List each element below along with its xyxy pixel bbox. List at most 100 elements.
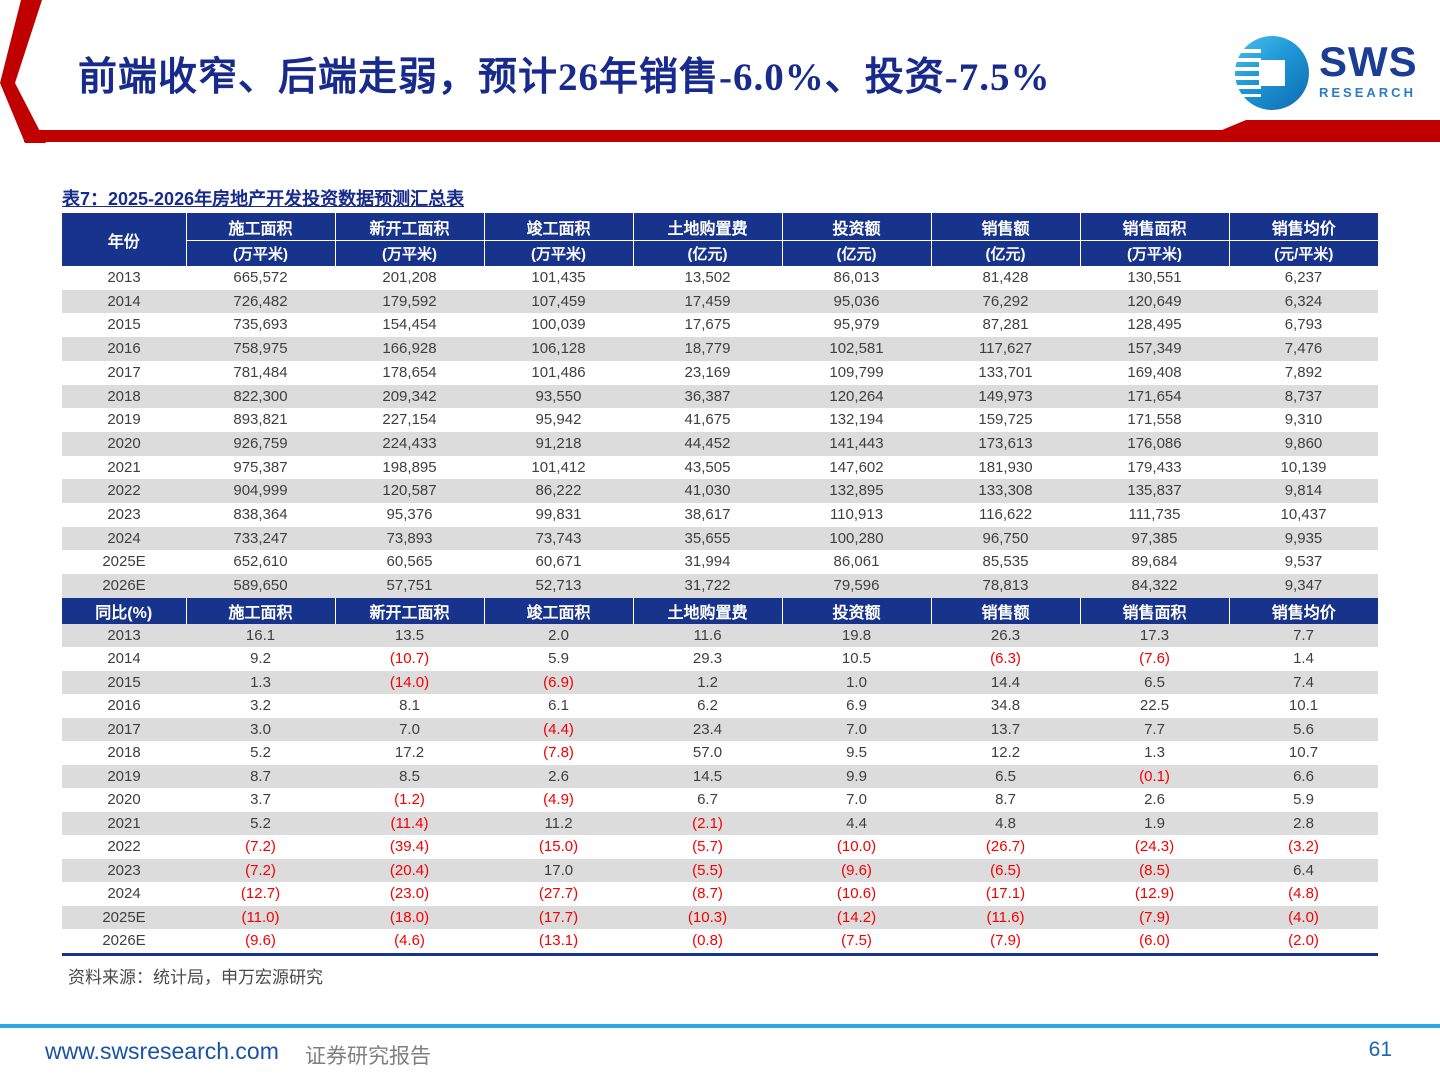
value-cell: (8.7) xyxy=(692,885,723,903)
sws-logo: SWS RESEARCH xyxy=(1231,36,1417,114)
value-cell: 107,459 xyxy=(484,289,633,314)
value-cell: 86,222 xyxy=(484,479,633,504)
year-cell: 2025E xyxy=(62,905,186,930)
value-cell: 10.1 xyxy=(1288,697,1319,715)
value-cell: 57.0 xyxy=(692,744,723,762)
table-row: 2018 822,300 209,342 93,550 36,387 120,264 149… xyxy=(62,384,1378,409)
value-cell: (12.9) xyxy=(1134,885,1175,903)
year-cell: 2023 xyxy=(62,858,186,883)
value-cell: (17.7) xyxy=(484,905,633,930)
value-cell: 135,837 xyxy=(1080,479,1229,504)
table-row: 2026E (9.6) (4.6) (13.1) (0.8) (7.5) (7.9) (6.0… xyxy=(62,929,1378,954)
value-cell: 97,385 xyxy=(1080,526,1229,551)
value-cell: 9,347 xyxy=(1229,574,1378,598)
year-cell: 2018 xyxy=(107,744,141,762)
value-cell: 95,979 xyxy=(833,316,880,334)
value-cell: 34.8 xyxy=(990,697,1021,715)
value-cell: 16.1 xyxy=(186,623,335,648)
value-cell: (11.6) xyxy=(931,905,1080,930)
footer-report-type: 证券研究报告 xyxy=(305,1045,431,1068)
value-cell: 87,281 xyxy=(982,316,1029,334)
value-cell: 201,208 xyxy=(382,269,437,286)
value-cell: 227,154 xyxy=(382,411,437,429)
year-cell: 2020 xyxy=(62,431,186,456)
value-cell: (5.5) xyxy=(633,858,782,883)
logo-square xyxy=(1259,60,1285,86)
value-cell: 173,613 xyxy=(931,431,1080,456)
value-cell: 36,387 xyxy=(633,384,782,409)
value-cell: 78,813 xyxy=(931,574,1080,598)
value-cell: (0.8) xyxy=(692,932,723,950)
table-row: 2019 8.7 8.5 2.6 14.5 9.9 6.5 (0.1) 6.6 xyxy=(62,764,1378,789)
value-cell: 11.2 xyxy=(484,811,633,836)
value-cell: 12.2 xyxy=(990,744,1021,762)
value-cell: 57,751 xyxy=(335,574,484,598)
value-cell: (1.2) xyxy=(394,791,425,809)
year-cell: 2021 xyxy=(107,458,141,476)
value-cell: 8.7 xyxy=(186,764,335,789)
value-cell: 4.8 xyxy=(931,811,1080,836)
value-cell: 1.2 xyxy=(633,670,782,695)
value-cell: 166,928 xyxy=(335,337,484,361)
value-cell: 9.2 xyxy=(250,650,271,668)
value-cell: 120,587 xyxy=(335,479,484,504)
table-row: 2021 5.2 (11.4) 11.2 (2.1) 4.4 4.8 1.9 2.8 xyxy=(62,811,1378,836)
value-cell: (2.1) xyxy=(633,811,782,836)
page-title: 前端收窄、后端走弱，预计26年销售-6.0%、投资-7.5% xyxy=(78,56,1051,99)
table-row: 2016 758,975 166,928 106,128 18,779 102,581 11… xyxy=(62,337,1378,361)
value-cell: (10.7) xyxy=(389,650,430,668)
footer-website-link[interactable]: www.swsresearch.com xyxy=(45,1038,279,1064)
yoy-column-header: 施工面积 xyxy=(185,597,335,624)
value-cell: (6.5) xyxy=(931,858,1080,883)
table-row: 2019 893,821 227,154 95,942 41,675 132,194 159… xyxy=(62,408,1378,432)
value-cell: 6.4 xyxy=(1229,858,1378,883)
value-cell: (10.0) xyxy=(836,838,877,856)
value-cell: 13.7 xyxy=(931,717,1080,742)
table-row: 2020 3.7 (1.2) (4.9) 6.7 7.0 8.7 2.6 5.9 xyxy=(62,788,1378,812)
table-row: 2024 (12.7) (23.0) (27.7) (8.7) (10.6) (17.1) (… xyxy=(62,882,1378,906)
value-cell: 41,675 xyxy=(684,411,731,429)
value-cell: 6,324 xyxy=(1229,289,1378,314)
value-cell: (3.2) xyxy=(1288,838,1319,856)
column-header: 施工面积 xyxy=(185,213,335,241)
value-cell: 93,550 xyxy=(484,384,633,409)
table-row: 2017 781,484 178,654 101,486 23,169 109,799 13… xyxy=(62,361,1378,385)
value-cell: 60,565 xyxy=(386,553,433,571)
page-number: 61 xyxy=(1368,1038,1392,1061)
value-cell: 758,975 xyxy=(186,337,335,361)
value-cell: 157,349 xyxy=(1080,337,1229,361)
value-cell: 86,013 xyxy=(833,269,880,286)
value-cell: 147,602 xyxy=(829,458,884,476)
value-cell: 176,086 xyxy=(1080,431,1229,456)
column-header: 销售额 xyxy=(930,213,1080,241)
value-cell: 8.5 xyxy=(335,764,484,789)
year-cell: 2017 xyxy=(62,717,186,742)
yoy-column-header: 销售均价 xyxy=(1228,597,1378,624)
table-row: 2014 9.2 (10.7) 5.9 29.3 10.5 (6.3) (7.6) 1.4 xyxy=(62,647,1378,671)
value-cell: (24.3) xyxy=(1134,838,1175,856)
value-cell: 904,999 xyxy=(186,479,335,504)
column-unit: (亿元) xyxy=(781,240,931,266)
value-cell: 99,831 xyxy=(535,506,582,524)
value-cell: 6.2 xyxy=(697,697,718,715)
column-header: 销售均价 xyxy=(1228,213,1378,241)
table-row: 2023 (7.2) (20.4) 17.0 (5.5) (9.6) (6.5) (8.5) 6… xyxy=(62,858,1378,883)
column-header: 竣工面积 xyxy=(483,213,633,241)
value-cell: 893,821 xyxy=(233,411,288,429)
year-cell: 2026E xyxy=(102,932,146,950)
yoy-column-header: 土地购置费 xyxy=(632,597,782,624)
value-cell: 73,743 xyxy=(484,526,633,551)
value-cell: (4.4) xyxy=(484,717,633,742)
value-cell: 1.9 xyxy=(1080,811,1229,836)
value-cell: 95,036 xyxy=(782,289,931,314)
value-cell: 130,551 xyxy=(1127,269,1182,286)
value-cell: 8.7 xyxy=(995,791,1016,809)
value-cell: 14.4 xyxy=(931,670,1080,695)
table-row: 2013 16.1 13.5 2.0 11.6 19.8 26.3 17.3 7.7 xyxy=(62,623,1378,648)
table-row: 2024 733,247 73,893 73,743 35,655 100,280 96,7… xyxy=(62,526,1378,551)
value-cell: 735,693 xyxy=(233,316,288,334)
value-cell: 6,793 xyxy=(1284,316,1323,334)
value-cell: 589,650 xyxy=(186,574,335,598)
table-caption: 表7：2025-2026年房地产开发投资数据预测汇总表 xyxy=(62,189,465,209)
value-cell: 109,799 xyxy=(829,363,884,381)
